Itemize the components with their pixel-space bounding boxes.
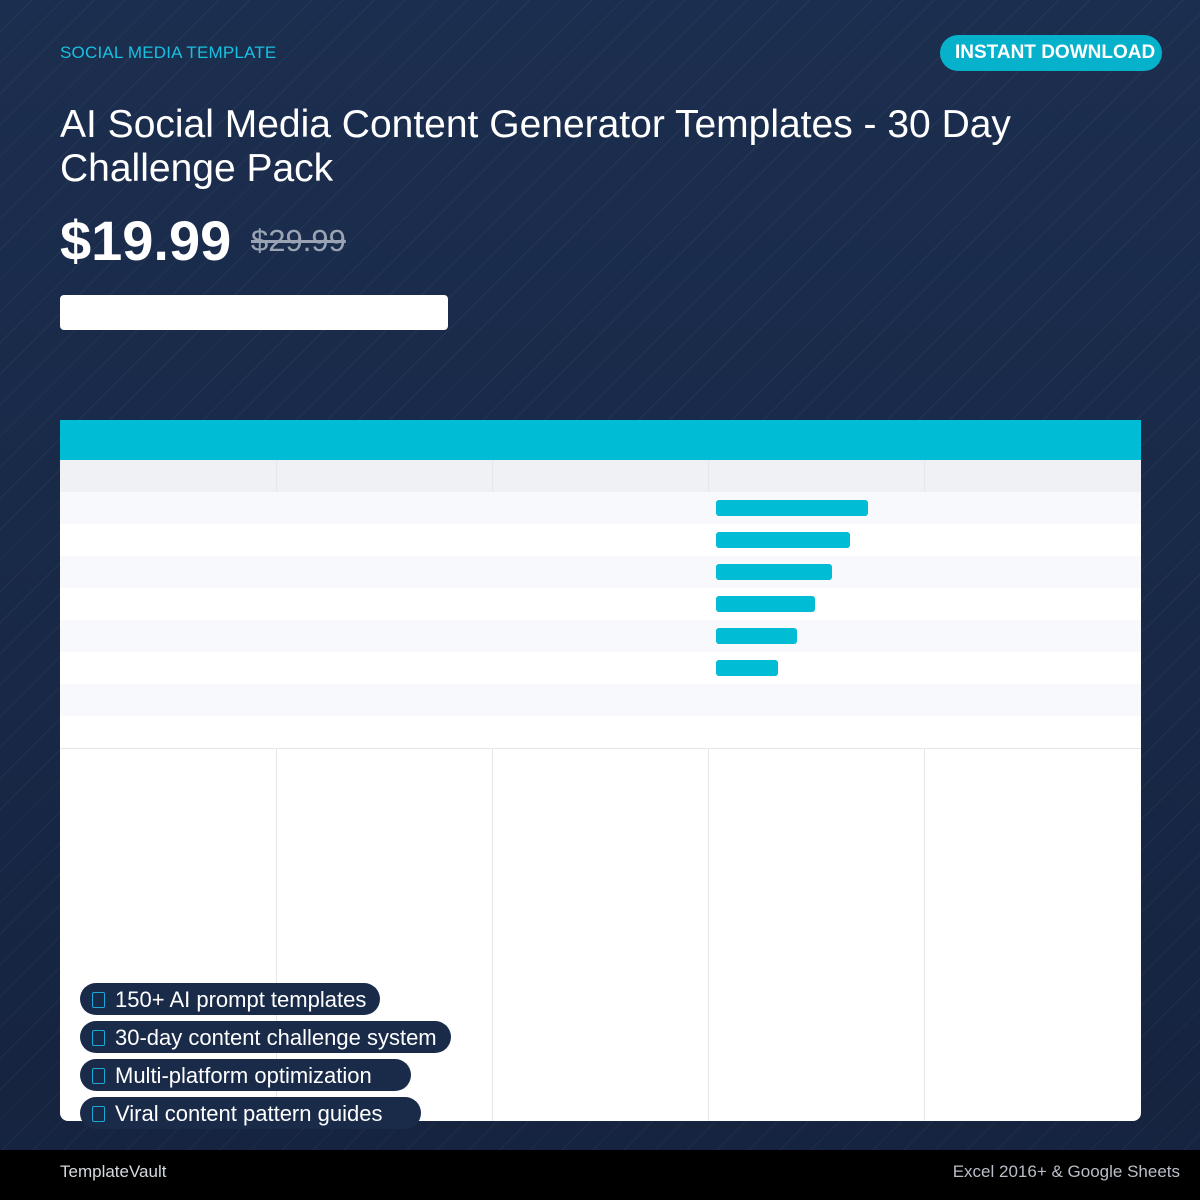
column-divider (924, 749, 925, 1121)
feature-pill: Multi-platform optimization (80, 1059, 411, 1091)
original-price: $29.99 (251, 223, 346, 258)
sheet-row (60, 620, 1141, 652)
feature-label: Multi-platform optimization (115, 1063, 372, 1088)
progress-bar (716, 660, 778, 676)
progress-bar (716, 596, 815, 612)
check-icon (92, 1106, 105, 1122)
sheet-row (60, 492, 1141, 524)
column-divider (708, 460, 709, 492)
footer-compatibility: Excel 2016+ & Google Sheets (952, 1162, 1180, 1181)
progress-bar (716, 628, 797, 644)
spreadsheet-preview (60, 420, 1141, 1121)
check-icon (92, 1030, 105, 1046)
footer-brand: TemplateVault (60, 1162, 167, 1181)
sheet-row (60, 652, 1141, 684)
check-icon (92, 992, 105, 1008)
progress-bar (716, 500, 868, 516)
sheet-row (60, 684, 1141, 716)
product-title: AI Social Media Content Generator Templa… (60, 103, 1011, 190)
column-header-row (60, 460, 1141, 492)
progress-bar (716, 564, 832, 580)
feature-pill: 150+ AI prompt templates (80, 983, 380, 1015)
current-price: $19.99 (60, 209, 232, 272)
buy-bar[interactable] (60, 295, 448, 330)
column-divider (276, 749, 277, 1121)
sheet-title-bar (60, 420, 1141, 460)
column-divider (708, 749, 709, 1121)
feature-pill: 30-day content challenge system (80, 1021, 451, 1053)
feature-label: 150+ AI prompt templates (115, 987, 367, 1012)
sheet-row (60, 716, 1141, 748)
row-divider (60, 748, 1141, 749)
footer-bar: TemplateVault Excel 2016+ & Google Sheet… (0, 1150, 1200, 1200)
sheet-row (60, 556, 1141, 588)
feature-label: 30-day content challenge system (115, 1025, 437, 1050)
column-divider (492, 749, 493, 1121)
sheet-row (60, 588, 1141, 620)
feature-label: Viral content pattern guides (115, 1101, 383, 1126)
feature-pill: Viral content pattern guides (80, 1097, 421, 1129)
progress-bar (716, 532, 850, 548)
sheet-row (60, 524, 1141, 556)
instant-download-badge[interactable]: INSTANT DOWNLOAD (940, 35, 1162, 71)
column-divider (492, 460, 493, 492)
column-divider (276, 460, 277, 492)
eyebrow-label: SOCIAL MEDIA TEMPLATE (60, 43, 277, 62)
check-icon (92, 1068, 105, 1084)
column-divider (924, 460, 925, 492)
